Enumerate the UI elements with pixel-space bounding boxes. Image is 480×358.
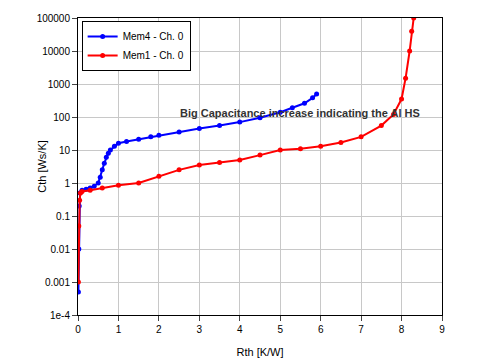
svg-text:0.01: 0.01 [51, 244, 71, 255]
svg-text:7: 7 [358, 324, 364, 335]
svg-text:1: 1 [64, 178, 70, 189]
svg-text:1: 1 [116, 324, 122, 335]
svg-text:Big Capacitance increase indic: Big Capacitance increase indicating the … [180, 107, 420, 119]
svg-text:6: 6 [318, 324, 324, 335]
svg-text:1000: 1000 [48, 79, 71, 90]
svg-text:10: 10 [59, 145, 71, 156]
svg-text:100000: 100000 [37, 13, 71, 24]
svg-text:8: 8 [399, 324, 405, 335]
svg-text:Rth [K/W]: Rth [K/W] [236, 346, 283, 358]
svg-text:5: 5 [277, 324, 283, 335]
svg-text:100: 100 [53, 112, 70, 123]
svg-text:Mem4 - Ch. 0: Mem4 - Ch. 0 [123, 31, 184, 42]
svg-text:0.1: 0.1 [56, 211, 70, 222]
svg-text:0: 0 [75, 324, 81, 335]
svg-text:4: 4 [237, 324, 243, 335]
svg-text:2: 2 [156, 324, 162, 335]
svg-text:0.001: 0.001 [45, 277, 70, 288]
svg-text:Mem1 - Ch. 0: Mem1 - Ch. 0 [123, 50, 184, 61]
svg-text:1e-4: 1e-4 [50, 310, 70, 321]
svg-text:9: 9 [439, 324, 445, 335]
svg-text:3: 3 [197, 324, 203, 335]
svg-text:10000: 10000 [42, 46, 70, 57]
svg-text:Cth [Ws/K]: Cth [Ws/K] [36, 140, 48, 193]
